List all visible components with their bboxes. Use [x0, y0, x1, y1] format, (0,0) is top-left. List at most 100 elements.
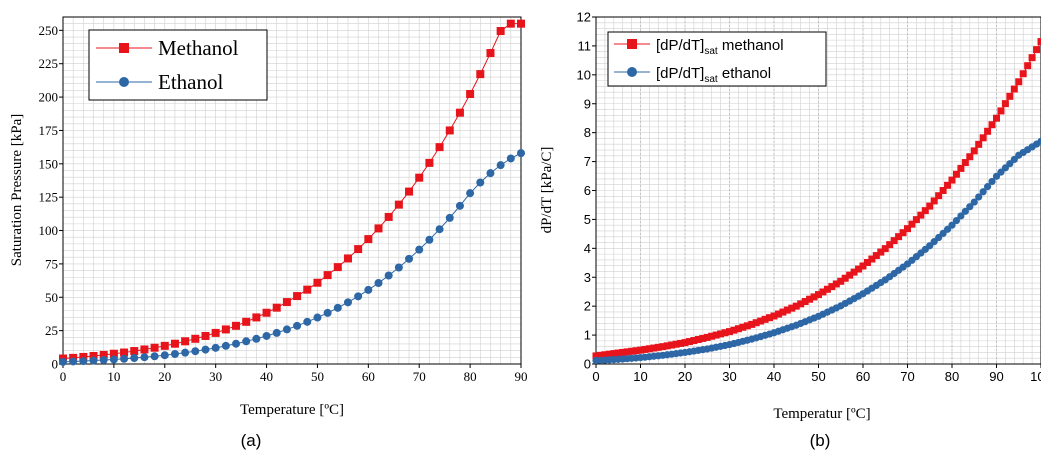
data-point	[708, 332, 716, 340]
x-tick-label: 80	[945, 369, 959, 384]
data-point	[232, 321, 241, 330]
data-point	[201, 345, 210, 354]
data-point	[685, 338, 693, 346]
y-axis-label: dP/dT [kPa/C]	[539, 147, 555, 234]
data-point	[364, 235, 373, 244]
data-point	[415, 245, 424, 254]
data-point	[961, 207, 969, 215]
data-point	[252, 313, 261, 322]
data-point	[354, 292, 363, 301]
data-point	[623, 348, 631, 356]
data-point	[601, 351, 609, 359]
data-point	[191, 347, 200, 356]
x-tick-label: 20	[678, 369, 692, 384]
y-tick-label: 7	[584, 154, 591, 169]
data-point	[975, 193, 983, 201]
data-point	[1010, 85, 1018, 93]
data-point	[455, 201, 464, 210]
y-tick-label: 50	[45, 290, 58, 305]
data-point	[783, 306, 791, 314]
data-point	[904, 225, 911, 233]
x-tick-label: 90	[515, 369, 528, 384]
data-point	[181, 337, 190, 346]
data-point	[952, 170, 960, 178]
series-ethanol	[59, 149, 525, 366]
data-point	[899, 229, 907, 237]
axis-ticks: 0 10 20 30 40 50 60 70 80 90 0 25 50 75 100 125 150 175 20…	[39, 23, 528, 384]
data-point	[944, 181, 952, 189]
data-point	[957, 164, 965, 172]
series--dp-dt-sat-methanol	[592, 38, 1041, 360]
x-tick-label: 100	[1030, 369, 1041, 384]
data-point	[79, 352, 88, 361]
data-point	[466, 189, 475, 198]
data-point	[333, 263, 342, 272]
data-point	[712, 331, 720, 339]
data-point	[877, 248, 885, 256]
data-point	[425, 158, 434, 167]
data-point	[859, 262, 867, 270]
data-point	[757, 317, 765, 325]
x-tick-label: 70	[413, 369, 426, 384]
data-point	[59, 357, 67, 366]
data-point	[394, 263, 403, 272]
data-point	[303, 285, 312, 294]
data-point	[1033, 46, 1041, 54]
data-point	[506, 154, 515, 163]
x-tick-label: 30	[209, 369, 222, 384]
data-point	[1037, 137, 1041, 145]
data-point	[984, 183, 992, 191]
data-point	[774, 310, 782, 318]
y-tick-label: 25	[45, 323, 58, 338]
data-point	[645, 345, 653, 353]
data-point	[837, 277, 845, 285]
x-tick-label: 30	[722, 369, 736, 384]
data-point	[313, 313, 322, 322]
data-point	[89, 356, 98, 365]
data-point	[1024, 62, 1032, 70]
data-point	[517, 149, 525, 158]
data-point	[323, 271, 332, 280]
data-point	[293, 321, 302, 330]
series--dp-dt-sat-ethanol	[592, 137, 1041, 365]
data-point	[926, 202, 934, 210]
data-point	[917, 211, 925, 219]
data-point	[654, 343, 662, 351]
data-point	[596, 351, 604, 359]
data-point	[425, 235, 434, 244]
legend-box	[88, 29, 268, 101]
data-point	[592, 352, 600, 360]
legend-entry-methanol: [dP/dT]sat methanol	[614, 37, 784, 57]
x-tick-label: 40	[260, 369, 273, 384]
y-tick-label: 8	[584, 125, 591, 140]
data-point	[323, 308, 332, 317]
data-point	[455, 108, 464, 117]
data-point	[405, 254, 414, 263]
y-tick-label: 9	[584, 96, 591, 111]
data-point	[730, 326, 738, 334]
y-tick-label: 175	[39, 123, 59, 138]
x-tick-label: 80	[464, 369, 477, 384]
data-point	[242, 317, 251, 326]
x-tick-label: 60	[362, 369, 375, 384]
data-point	[303, 317, 312, 326]
data-point	[739, 323, 747, 331]
data-point	[181, 348, 190, 357]
data-point	[659, 343, 667, 351]
data-point	[650, 344, 658, 352]
data-point	[841, 274, 849, 282]
data-point	[89, 351, 98, 360]
y-tick-label: 3	[584, 270, 591, 285]
data-point	[1001, 100, 1009, 108]
data-point	[1015, 78, 1023, 86]
data-point	[160, 341, 169, 350]
data-point	[79, 357, 88, 366]
y-tick-label: 6	[584, 183, 591, 198]
data-point	[170, 349, 179, 358]
data-point	[293, 292, 302, 301]
data-point	[815, 291, 822, 299]
data-point	[445, 126, 454, 135]
data-point	[988, 177, 996, 186]
data-point	[405, 187, 414, 196]
y-tick-label: 5	[584, 212, 591, 227]
